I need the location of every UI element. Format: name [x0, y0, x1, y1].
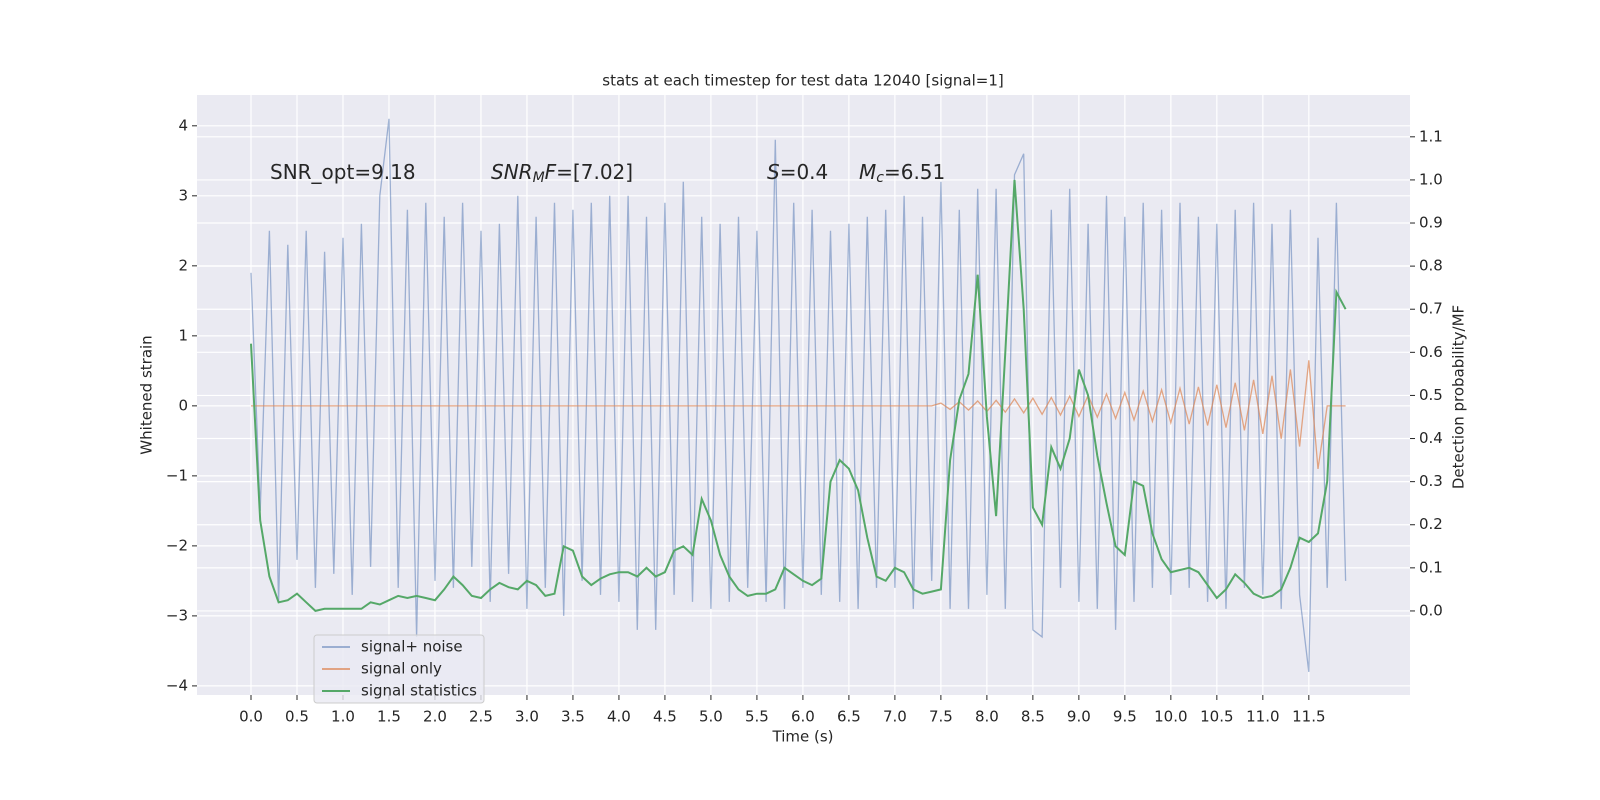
- y-tick-label: 1: [178, 326, 188, 344]
- annotation-part: =[7.02]: [556, 160, 633, 184]
- x-tick-label: 11.5: [1292, 708, 1325, 726]
- chart-title: stats at each timestep for test data 120…: [602, 72, 1003, 90]
- y-tick-label: 3: [178, 186, 188, 204]
- legend-box: [313, 634, 485, 704]
- x-tick-label: 11.0: [1246, 708, 1279, 726]
- annotation-part: SNR_opt=9.18: [270, 160, 416, 184]
- y2-tick-label: 0.8: [1419, 257, 1443, 275]
- y2-tick-label: 0.5: [1419, 386, 1443, 404]
- x-axis-label: Time (s): [772, 728, 834, 746]
- x-tick-label: 0.0: [239, 708, 263, 726]
- x-tick-label: 3.0: [515, 708, 539, 726]
- series-line: [251, 360, 1346, 469]
- y2-tick-label: 0.0: [1419, 601, 1443, 619]
- y2-axis-label: Detection probability/MF: [1450, 305, 1468, 489]
- x-tick-label: 5.5: [745, 708, 769, 726]
- y2-tick-label: 0.3: [1419, 472, 1443, 490]
- x-tick-label: 9.5: [1113, 708, 1137, 726]
- x-tick-label: 4.0: [607, 708, 631, 726]
- x-tick-label: 6.5: [837, 708, 861, 726]
- annotation: Mc=6.51: [859, 160, 945, 187]
- x-tick-label: 5.0: [699, 708, 723, 726]
- legend: signal+ noise signal only signal statistic…: [313, 634, 485, 704]
- y2-tick-label: 0.4: [1419, 429, 1443, 447]
- annotation-part: F: [545, 160, 557, 184]
- annotation-part: =0.4: [780, 160, 829, 184]
- y-tick-label: −1: [166, 466, 188, 484]
- x-tick-label: 7.0: [883, 708, 907, 726]
- annotation-part: M: [859, 160, 876, 184]
- x-tick-label: 8.5: [1021, 708, 1045, 726]
- y-tick-label: 0: [178, 396, 188, 414]
- y-axis-label: Whitened strain: [138, 335, 156, 454]
- y-tick-label: −2: [166, 536, 188, 554]
- x-tick-label: 4.5: [653, 708, 677, 726]
- x-tick-label: 9.0: [1067, 708, 1091, 726]
- x-tick-label: 7.5: [929, 708, 953, 726]
- y2-tick-label: 1.0: [1419, 170, 1443, 188]
- annotation-part: M: [533, 170, 545, 186]
- y-tick-label: 4: [178, 116, 188, 134]
- legend-label: signal+ noise: [361, 638, 463, 656]
- x-tick-label: 0.5: [285, 708, 309, 726]
- y-tick-label: 2: [178, 256, 188, 274]
- x-tick-label: 8.0: [975, 708, 999, 726]
- x-tick-label: 3.5: [561, 708, 585, 726]
- annotation-part: c: [876, 170, 884, 186]
- annotation-part: =6.51: [884, 160, 945, 184]
- legend-label: signal statistics: [361, 682, 477, 700]
- annotation: SNRMF=[7.02]: [491, 160, 633, 187]
- annotation: S=0.4: [767, 160, 828, 184]
- legend-label: signal only: [361, 660, 442, 678]
- y2-tick-label: 0.7: [1419, 300, 1443, 318]
- x-tick-label: 10.5: [1200, 708, 1233, 726]
- y2-tick-label: 1.1: [1419, 127, 1443, 145]
- series-line: [250, 118, 1347, 672]
- y-tick-label: −4: [166, 676, 188, 694]
- y2-tick-label: 0.2: [1419, 515, 1443, 533]
- series-line: [250, 179, 1347, 612]
- y2-tick-label: 0.9: [1419, 214, 1443, 232]
- annotation: SNR_opt=9.18: [270, 160, 416, 184]
- annotation-part: S: [767, 160, 780, 184]
- y-tick-label: −3: [166, 606, 188, 624]
- x-tick-label: 2.5: [469, 708, 493, 726]
- x-tick-label: 1.5: [377, 708, 401, 726]
- x-tick-label: 6.0: [791, 708, 815, 726]
- y2-tick-label: 0.1: [1419, 558, 1443, 576]
- x-tick-label: 2.0: [423, 708, 447, 726]
- y2-tick-label: 0.6: [1419, 343, 1443, 361]
- x-tick-label: 10.0: [1154, 708, 1187, 726]
- x-tick-label: 1.0: [331, 708, 355, 726]
- annotation-part: SNR: [491, 160, 533, 184]
